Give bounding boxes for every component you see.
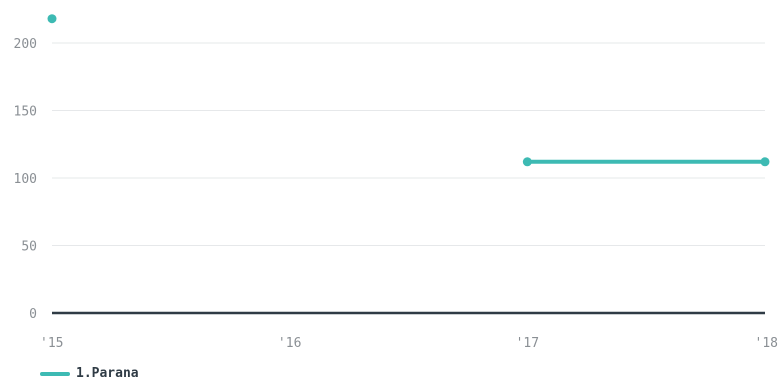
legend-swatch [40, 371, 70, 376]
data-point [522, 157, 532, 167]
data-point [47, 14, 57, 24]
x-tick-label: '17 [516, 336, 539, 351]
y-axis-tick-labels: 0 50 100 150 200 [14, 37, 37, 322]
x-axis-tick-labels: '15 '16 '17 '18 [40, 336, 778, 351]
y-tick-label: 50 [21, 240, 37, 255]
legend-label: 1.Parana [76, 366, 139, 381]
legend: 1.Parana [40, 366, 139, 381]
y-tick-label: 0 [29, 307, 37, 322]
data-point [760, 157, 770, 167]
y-tick-label: 100 [14, 172, 37, 187]
grid-lines [52, 42, 765, 246]
y-tick-label: 150 [14, 105, 37, 120]
series-layer [47, 14, 770, 167]
x-tick-label: '15 [40, 336, 63, 351]
x-tick-label: '16 [278, 336, 301, 351]
y-tick-label: 200 [14, 37, 37, 52]
x-tick-label: '18 [755, 336, 778, 351]
